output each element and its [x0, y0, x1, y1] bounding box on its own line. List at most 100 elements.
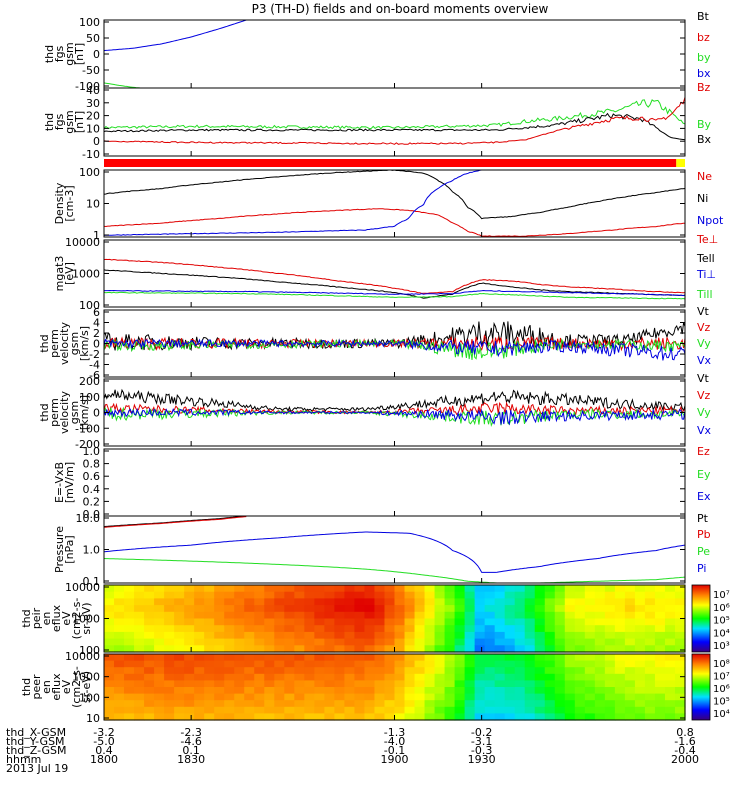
heatmap-cell [644, 638, 656, 646]
heatmap-cell [654, 680, 666, 688]
heatmap-cell [354, 660, 366, 668]
panel-frame [103, 448, 686, 517]
heatmap-cell [234, 618, 245, 626]
footer-value: -3.2 [93, 726, 114, 739]
heatmap-cell [554, 605, 566, 613]
heatmap-cell [594, 667, 606, 675]
heatmap-cell [234, 625, 245, 633]
heatmap-cell [484, 680, 496, 688]
y-axis-label-line: velocity [58, 322, 71, 365]
heatmap-cell [664, 713, 676, 721]
heatmap-cell [504, 654, 516, 662]
y-tick-label: 10 [86, 198, 100, 211]
legend-Te⊥: Te⊥ [696, 233, 718, 246]
heatmap-cell [534, 638, 546, 646]
heatmap-cell [234, 611, 245, 620]
heatmap-cell [384, 667, 396, 675]
heatmap-cell [364, 598, 376, 606]
heatmap-cell [664, 660, 676, 668]
heatmap-cell [384, 660, 396, 668]
heatmap-cell [664, 693, 676, 701]
heatmap-cell [154, 598, 165, 606]
heatmap-cell [484, 605, 496, 613]
y-tick-label: 200 [79, 375, 100, 388]
y-tick-label: 1 [93, 229, 100, 242]
heatmap-cell [534, 680, 546, 688]
heatmap-cell [194, 706, 205, 714]
heatmap-cell [414, 706, 426, 714]
heatmap-cell [454, 706, 466, 714]
heatmap-cell [284, 687, 295, 695]
heatmap-cell [254, 638, 265, 646]
heatmap-cell [274, 625, 285, 633]
heatmap-cell [204, 618, 215, 626]
heatmap-cell [674, 638, 686, 646]
heatmap-cell [614, 693, 626, 701]
heatmap-cell [604, 713, 616, 721]
heatmap-cell [404, 687, 416, 695]
heatmap-cell [614, 706, 626, 714]
heatmap-cell [224, 605, 235, 613]
heatmap-cell [504, 700, 516, 708]
heatmap-cell [334, 673, 346, 681]
heatmap-cell [264, 611, 275, 620]
heatmap-cell [474, 673, 486, 681]
heatmap-cell [324, 713, 335, 721]
heatmap-cell [434, 706, 446, 714]
heatmap-cell [654, 660, 666, 668]
heatmap-cell [504, 598, 516, 606]
heatmap-cell [524, 645, 536, 653]
heatmap-cell [664, 667, 676, 675]
heatmap-cell [354, 618, 366, 626]
heatmap-cell [294, 618, 305, 626]
heatmap-cell [404, 585, 416, 593]
heatmap-cell [464, 713, 476, 721]
heatmap-cell [624, 693, 636, 701]
heatmap-cell [214, 638, 225, 646]
heatmap-cell [514, 660, 526, 668]
heatmap-cell [134, 673, 145, 681]
heatmap-cell [634, 611, 646, 620]
heatmap-cell [384, 693, 396, 701]
footer-value: -1.6 [674, 735, 695, 748]
heatmap-cell [374, 585, 386, 593]
heatmap-cell [354, 591, 366, 599]
heatmap-cell [284, 625, 295, 633]
y-axis-label-line: [nT] [73, 111, 86, 133]
heatmap-cell [104, 680, 115, 688]
heatmap-cell [624, 680, 636, 688]
heatmap-cell [154, 605, 165, 613]
heatmap-cell [364, 591, 376, 599]
heatmap-cell [214, 654, 225, 662]
heatmap-cell [314, 660, 325, 668]
heatmap-cell [654, 673, 666, 681]
heatmap-cell [584, 598, 596, 606]
heatmap-cell [214, 700, 225, 708]
heatmap-cell [434, 713, 446, 721]
heatmap-cell [254, 585, 265, 593]
heatmap-cell [444, 700, 456, 708]
heatmap-cell [384, 591, 396, 599]
heatmap-cell [564, 680, 576, 688]
heatmap-cell [124, 611, 135, 620]
heatmap-cell [154, 700, 165, 708]
heatmap-cell [264, 687, 275, 695]
heatmap-cell [544, 673, 556, 681]
heatmap-cell [184, 687, 195, 695]
heatmap-cell [114, 625, 125, 633]
heatmap-cell [164, 591, 175, 599]
heatmap-cell [424, 667, 436, 675]
heatmap-cell [554, 598, 566, 606]
heatmap-cell [374, 625, 386, 633]
heatmap-cell [174, 673, 185, 681]
heatmap-cell [634, 605, 646, 613]
heatmap-cell [374, 706, 386, 714]
heatmap-cell [224, 638, 235, 646]
heatmap-cell [644, 660, 656, 668]
heatmap-cell [414, 700, 426, 708]
heatmap-cell [114, 713, 125, 721]
y-tick-label: 40 [86, 84, 100, 97]
heatmap-cell [234, 585, 245, 593]
heatmap-cell [214, 618, 225, 626]
y-tick-label: -100 [75, 80, 100, 93]
